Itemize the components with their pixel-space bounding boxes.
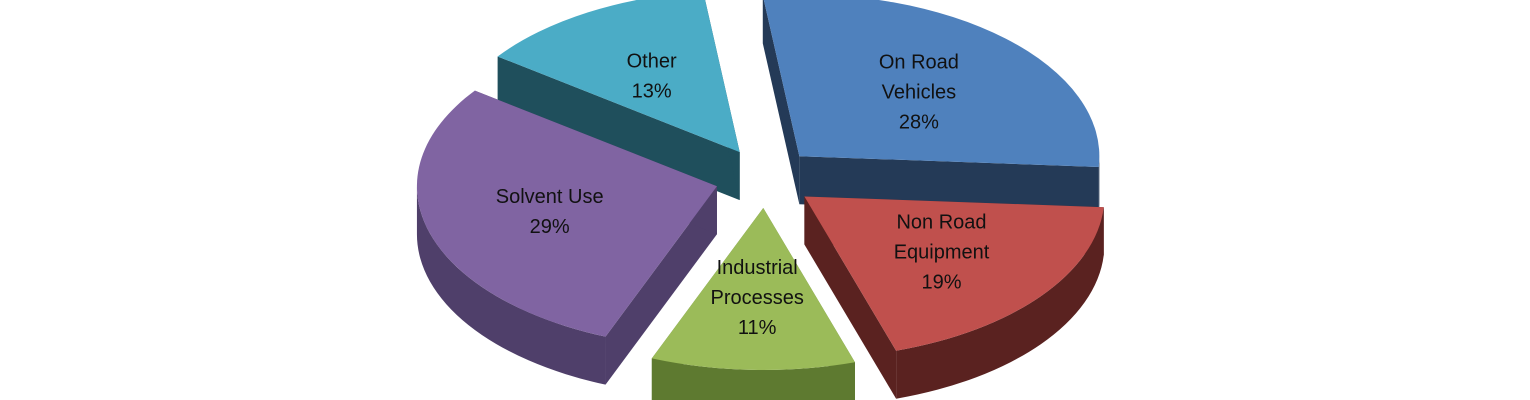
slice-label-3: Solvent Use 29% xyxy=(496,186,604,238)
slice-value-label: 13% xyxy=(632,80,672,102)
slice-label-4: Other 13% xyxy=(627,50,677,102)
pie-slice-wall-1-1 xyxy=(804,196,897,399)
slice-label-2: Industrial Processes 11% xyxy=(710,257,803,339)
slice-name-label: Solvent Use xyxy=(496,186,604,208)
slice-name-label: Processes xyxy=(710,287,803,309)
pie-slice-0 xyxy=(762,0,1100,215)
slice-value-label: 28% xyxy=(899,111,939,133)
pie-slice-top-1 xyxy=(804,196,1104,351)
slice-name-label: Non Road xyxy=(896,211,986,233)
slice-name-label: On Road xyxy=(879,51,959,73)
slice-value-label: 29% xyxy=(530,216,570,238)
pie-slice-side-2-0 xyxy=(651,358,855,400)
pie-slice-top-2 xyxy=(651,207,855,370)
pie-slice-side-3-0 xyxy=(416,186,606,385)
pie-slice-top-3 xyxy=(416,90,717,337)
pie-slice-2 xyxy=(651,207,855,400)
pie-slice-top-0 xyxy=(763,0,1100,167)
slice-value-label: 19% xyxy=(921,271,961,293)
pie-slice-top-4 xyxy=(497,0,740,153)
pie-slice-4 xyxy=(497,0,740,201)
pie-slice-side-1-0 xyxy=(896,207,1104,399)
pie-slice-wall-0-0 xyxy=(762,0,800,205)
slice-name-label: Equipment xyxy=(894,241,990,263)
pie-slice-1 xyxy=(804,196,1104,399)
pie-slice-wall-3-0 xyxy=(605,186,717,385)
pie-slice-side-0-0 xyxy=(1098,156,1100,215)
pie-slice-3 xyxy=(416,90,717,385)
slice-label-1: Non Road Equipment 19% xyxy=(894,211,990,293)
slice-name-label: Other xyxy=(627,50,677,72)
slice-label-0: On Road Vehicles 28% xyxy=(879,51,959,133)
slice-name-label: Industrial xyxy=(717,257,798,279)
slice-name-label: Vehicles xyxy=(882,81,957,103)
pie-slice-wall-4-0 xyxy=(497,56,740,201)
slice-value-label: 11% xyxy=(738,317,777,339)
